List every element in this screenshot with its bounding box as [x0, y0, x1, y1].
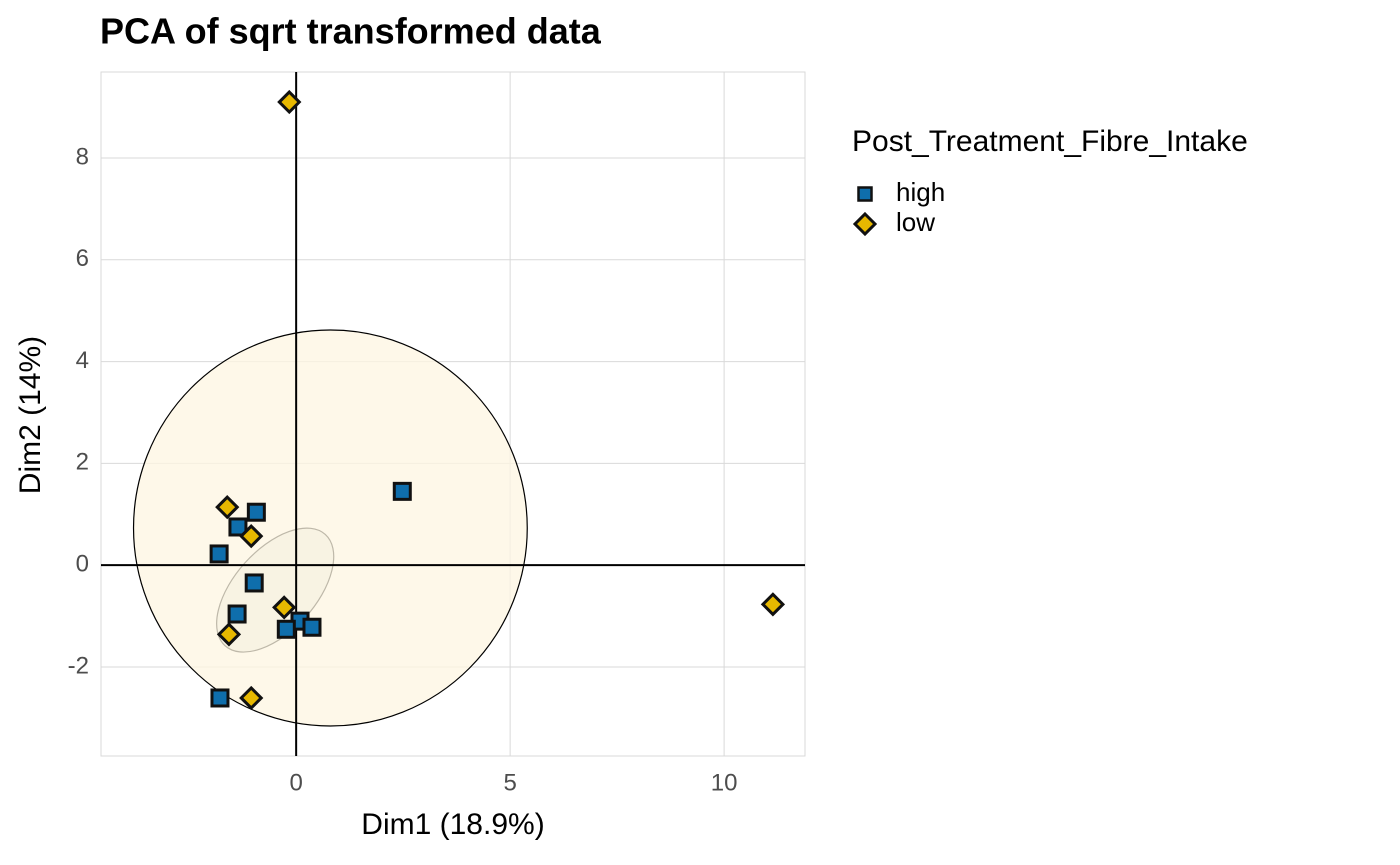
point — [392, 481, 412, 501]
point — [244, 573, 264, 593]
legend-label: low — [896, 207, 935, 237]
y-tick-label: 2 — [76, 449, 89, 476]
point — [302, 617, 322, 637]
x-axis-label: Dim1 (18.9%) — [361, 808, 544, 841]
point — [760, 592, 786, 617]
legend-key — [852, 211, 878, 237]
y-tick-label: 0 — [76, 550, 89, 577]
plot-border — [100, 71, 806, 757]
legend-key — [857, 186, 873, 202]
point — [210, 688, 230, 708]
confidence-ellipse — [132, 329, 528, 727]
y-tick-label: 4 — [76, 347, 89, 374]
y-tick-label: 6 — [76, 245, 89, 272]
y-tick-label: -2 — [68, 652, 89, 679]
y-tick-label: 8 — [76, 143, 89, 170]
x-tick-label: 10 — [711, 769, 738, 796]
legend-title: Post_Treatment_Fibre_Intake — [852, 125, 1248, 158]
point — [246, 502, 266, 522]
x-tick-label: 5 — [503, 769, 516, 796]
point — [228, 517, 248, 537]
legend-label: high — [896, 177, 945, 207]
point — [239, 524, 264, 549]
point — [209, 544, 229, 564]
point — [276, 619, 296, 639]
point — [215, 495, 240, 520]
point — [227, 604, 247, 624]
point — [239, 685, 264, 711]
point — [272, 595, 297, 620]
y-axis-label: Dim2 (14%) — [14, 336, 47, 494]
point — [277, 89, 302, 115]
chart-title: PCA of sqrt transformed data — [100, 11, 602, 52]
x-tick-label: 0 — [289, 769, 302, 796]
point — [216, 622, 242, 647]
